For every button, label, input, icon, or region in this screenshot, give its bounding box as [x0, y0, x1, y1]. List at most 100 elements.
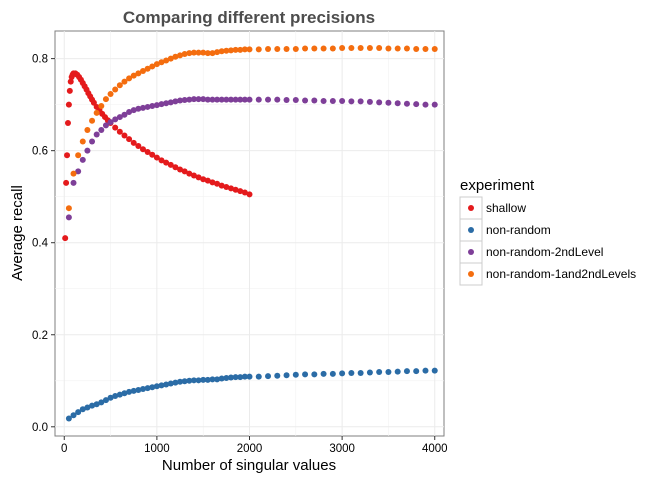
legend-item-non-random: non-random: [459, 218, 551, 242]
y-tick-label: 0.4: [32, 238, 49, 250]
data-point: [158, 101, 165, 108]
data-point: [135, 105, 142, 112]
data-point: [65, 214, 72, 221]
data-point: [227, 96, 234, 103]
data-point: [158, 382, 165, 389]
data-point: [158, 59, 165, 66]
data-point: [181, 97, 188, 104]
data-point: [144, 103, 151, 110]
data-point: [311, 371, 318, 378]
data-point: [223, 184, 230, 191]
data-point: [376, 99, 383, 106]
data-point: [246, 373, 253, 380]
legend-label: non-random-1and2ndLevels: [486, 267, 636, 281]
data-point: [431, 367, 438, 374]
data-point: [67, 78, 74, 85]
data-point: [394, 45, 401, 52]
y-tick-label: 0.0: [32, 422, 48, 434]
data-point: [366, 45, 373, 52]
data-point: [153, 102, 160, 109]
data-point: [93, 131, 100, 138]
data-point: [366, 369, 373, 376]
data-point: [339, 97, 346, 104]
data-point: [177, 166, 184, 173]
data-point: [413, 45, 420, 52]
data-point: [181, 168, 188, 175]
data-point: [130, 72, 137, 79]
data-point: [84, 126, 91, 133]
data-point: [195, 377, 202, 384]
data-point: [167, 55, 174, 62]
series-non-random: [65, 367, 438, 422]
data-point: [274, 45, 281, 52]
data-point: [241, 373, 248, 380]
data-point: [107, 394, 114, 401]
data-point: [376, 369, 383, 376]
data-point: [204, 376, 211, 383]
data-point: [265, 96, 272, 103]
data-point: [75, 168, 82, 175]
data-point: [200, 376, 207, 383]
data-point: [163, 57, 170, 64]
data-point: [218, 182, 225, 189]
data-point: [167, 380, 174, 387]
data-point: [431, 45, 438, 52]
x-tick-label: 0: [61, 443, 67, 455]
data-point: [413, 368, 420, 375]
data-point: [255, 96, 262, 103]
data-point: [64, 152, 71, 159]
data-point: [204, 96, 211, 103]
data-point: [135, 386, 142, 393]
data-point: [403, 368, 410, 375]
data-point: [385, 45, 392, 52]
data-point: [107, 119, 114, 126]
data-point: [241, 96, 248, 103]
data-point: [65, 205, 72, 212]
data-point: [130, 107, 137, 114]
data-point: [376, 45, 383, 52]
legend-marker: [468, 205, 474, 211]
data-point: [181, 378, 188, 385]
data-point: [163, 159, 170, 166]
data-point: [102, 122, 109, 129]
data-point: [283, 45, 290, 52]
series-non-random-1and2ndLevels: [65, 45, 438, 212]
chart-title: Comparing different precisions: [123, 8, 375, 27]
data-point: [265, 373, 272, 380]
data-point: [209, 50, 216, 57]
x-axis-title: Number of singular values: [162, 457, 336, 474]
data-point: [186, 170, 193, 177]
data-point: [232, 374, 239, 381]
data-point: [149, 63, 156, 70]
data-point: [139, 104, 146, 111]
data-point: [227, 47, 234, 54]
data-point: [403, 100, 410, 107]
data-point: [357, 45, 364, 52]
data-point: [79, 138, 86, 145]
data-point: [89, 117, 96, 124]
data-point: [177, 97, 184, 104]
data-point: [209, 96, 216, 103]
data-point: [422, 367, 429, 374]
data-point: [214, 96, 221, 103]
data-point: [116, 114, 123, 121]
data-point: [339, 370, 346, 377]
data-point: [190, 49, 197, 56]
data-point: [149, 103, 156, 110]
data-point: [172, 164, 179, 171]
data-point: [135, 70, 142, 77]
y-tick-label: 0.2: [32, 330, 48, 342]
data-point: [357, 98, 364, 105]
data-point: [232, 186, 239, 193]
data-point: [265, 45, 272, 52]
data-point: [144, 65, 151, 72]
data-point: [135, 143, 142, 150]
data-point: [62, 235, 69, 242]
data-point: [195, 174, 202, 181]
legend-marker: [468, 249, 474, 255]
data-point: [116, 82, 123, 89]
data-point: [394, 368, 401, 375]
data-point: [413, 101, 420, 108]
data-point: [163, 100, 170, 107]
data-point: [209, 376, 216, 383]
